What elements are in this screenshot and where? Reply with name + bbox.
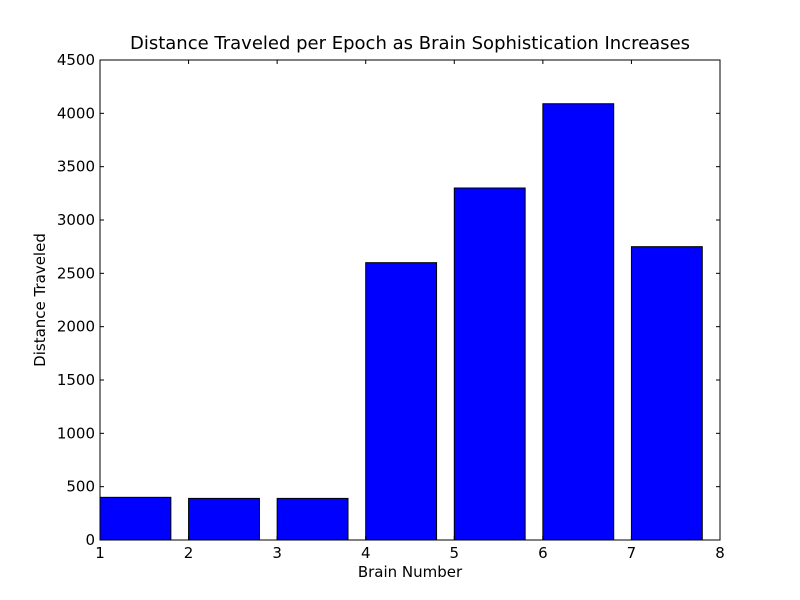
ticks-layer: 1 2 3 4 5 6 7 8 0 500 1000 1500 2000 2500 3000 3500 4000… bbox=[57, 51, 725, 562]
bar-brain-3 bbox=[276, 497, 349, 541]
y-tick-label: 1500 bbox=[57, 371, 95, 389]
y-tick-label: 0 bbox=[85, 531, 95, 549]
y-tick-label: 2000 bbox=[57, 318, 95, 336]
bar-brain-1 bbox=[99, 496, 172, 541]
y-tick-label: 2500 bbox=[57, 264, 95, 282]
y-tick-label: 4000 bbox=[57, 104, 95, 122]
x-tick-label: 1 bbox=[95, 544, 105, 562]
x-tick-label: 7 bbox=[627, 544, 637, 562]
bar-brain-5 bbox=[453, 187, 526, 541]
x-axis-label: Brain Number bbox=[358, 563, 463, 581]
bar-brain-4 bbox=[365, 262, 438, 541]
x-tick-label: 3 bbox=[272, 544, 282, 562]
x-tick-label: 4 bbox=[361, 544, 371, 562]
y-tick-label: 4500 bbox=[57, 51, 95, 69]
bar-brain-2 bbox=[188, 497, 260, 541]
y-tick-label: 500 bbox=[66, 478, 95, 496]
x-tick-label: 6 bbox=[538, 544, 548, 562]
x-tick-label: 8 bbox=[715, 544, 725, 562]
x-tick-label: 5 bbox=[450, 544, 460, 562]
x-tick-label: 2 bbox=[184, 544, 194, 562]
y-tick-label: 3500 bbox=[57, 158, 95, 176]
bars-layer bbox=[99, 103, 703, 541]
plot-frame bbox=[99, 59, 721, 541]
bar-brain-7 bbox=[630, 246, 703, 541]
y-tick-label: 3000 bbox=[57, 211, 95, 229]
bar-brain-6 bbox=[542, 103, 615, 541]
y-tick-label: 1000 bbox=[57, 424, 95, 442]
y-axis-label: Distance Traveled bbox=[31, 233, 49, 367]
chart-title: Distance Traveled per Epoch as Brain Sop… bbox=[130, 33, 690, 54]
